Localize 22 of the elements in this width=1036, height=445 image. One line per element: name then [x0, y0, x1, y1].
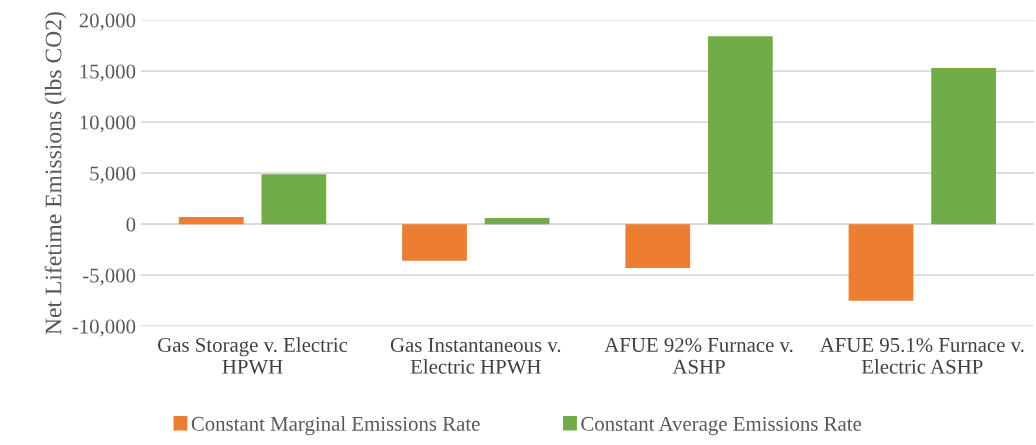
x-tick-label: AFUE 95.1% Furnace v. Electric ASHP [819, 337, 1024, 374]
y-tick-label: -5,000 [83, 268, 136, 286]
bar [931, 67, 996, 225]
bar [178, 216, 244, 225]
y-tick-label: -10,000 [72, 319, 136, 337]
y-tick-label: 15,000 [80, 64, 136, 82]
x-tick-label: Gas Storage v. Electric HPWH [158, 337, 348, 374]
y-axis-title: Net Lifetime Emissions (lbs CO2) [44, 12, 67, 335]
y-tick-label: 10,000 [80, 115, 136, 133]
bar [848, 224, 914, 301]
y-tick-label: 0 [126, 217, 136, 232]
legend-label: Constant Marginal Emissions Rate [191, 416, 480, 436]
x-tick-label: Gas Instantaneous v. Electric HPWH [390, 337, 561, 374]
legend-label: Constant Average Emissions Rate [581, 416, 862, 436]
bar [625, 224, 691, 269]
x-tick-label: AFUE 92% Furnace v. ASHP [604, 337, 793, 374]
bar [707, 36, 773, 225]
bar [484, 218, 550, 225]
bar [402, 224, 467, 261]
bar [261, 174, 327, 225]
y-tick-label: 5,000 [90, 166, 136, 184]
y-tick-label: 20,000 [79, 13, 136, 31]
